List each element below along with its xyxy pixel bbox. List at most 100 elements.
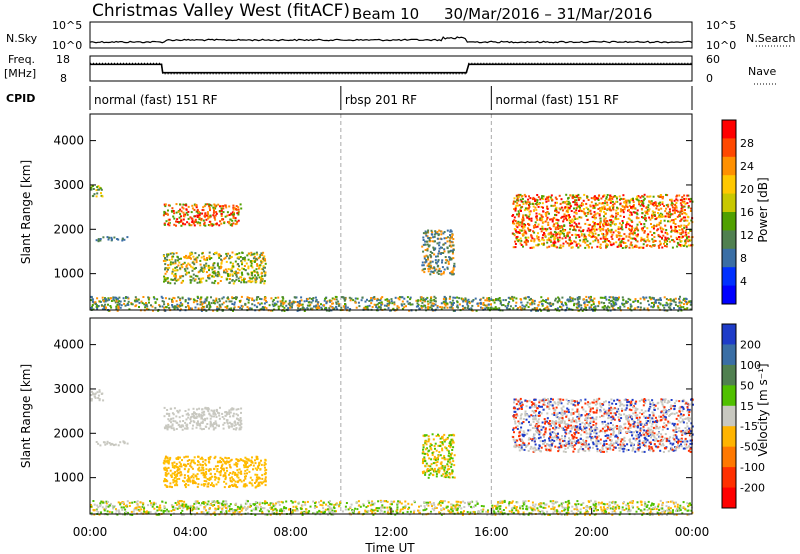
echo-cell (409, 303, 412, 306)
echo-cell (196, 485, 199, 488)
echo-cell (192, 424, 194, 427)
echo-cell (631, 221, 634, 223)
echo-cell (541, 303, 544, 305)
echo-cell (683, 194, 686, 197)
echo-cell (229, 268, 232, 271)
echo-cell (449, 272, 452, 274)
echo-cell (202, 267, 205, 270)
echo-cell (422, 462, 424, 465)
echo-cell (603, 218, 606, 221)
echo-cell (625, 235, 628, 238)
echo-cell (91, 300, 94, 303)
echo-cell (560, 232, 562, 235)
echo-cell (256, 263, 259, 266)
echo-cell (247, 265, 250, 268)
echo-cell (135, 304, 138, 307)
echo-cell (523, 193, 526, 196)
echo-cell (261, 278, 264, 281)
echo-cell (607, 422, 610, 425)
echo-cell (612, 307, 615, 310)
echo-cell (546, 218, 548, 221)
echo-cell (203, 413, 206, 416)
echo-cell (316, 307, 319, 309)
echo-cell (209, 304, 211, 307)
echo-cell (435, 464, 438, 467)
echo-cell (208, 258, 211, 261)
echo-cell (421, 305, 424, 308)
echo-cell (643, 307, 646, 310)
echo-cell (583, 236, 586, 239)
echo-cell (205, 464, 208, 467)
echo-cell (237, 476, 240, 479)
echo-cell (337, 302, 340, 305)
echo-cell (438, 241, 441, 244)
echo-cell (441, 261, 443, 264)
echo-cell (546, 205, 549, 208)
echo-cell (171, 412, 174, 415)
echo-cell (450, 271, 453, 274)
echo-cell (183, 213, 186, 216)
echo-cell (532, 246, 535, 249)
echo-cell (168, 458, 171, 461)
echo-cell (551, 220, 554, 223)
echo-cell (238, 265, 240, 268)
echo-cell (568, 202, 571, 205)
echo-cell (179, 301, 182, 304)
echo-cell (659, 201, 662, 204)
echo-cell (276, 300, 279, 303)
echo-cell (544, 307, 547, 310)
echo-cell (230, 480, 233, 483)
echo-cell (590, 201, 593, 204)
echo-cell (520, 206, 523, 209)
echo-cell (190, 279, 193, 282)
echo-cell (530, 239, 533, 242)
echo-cell (631, 237, 634, 240)
echo-cell (142, 296, 145, 298)
echo-cell (575, 306, 578, 309)
echo-cell (606, 227, 609, 230)
echo-cell (558, 299, 561, 302)
echo-cell (443, 457, 446, 459)
echo-cell (159, 305, 161, 308)
echo-cell (614, 216, 617, 219)
echo-cell (172, 306, 175, 309)
echo-cell (641, 208, 644, 211)
echo-cell (244, 461, 246, 464)
echo-cell (214, 420, 217, 423)
echo-cell (573, 228, 576, 231)
echo-cell (219, 459, 222, 462)
echo-cell (186, 479, 189, 482)
echo-cell (176, 474, 179, 477)
echo-cell (226, 413, 228, 416)
echo-cell (259, 308, 262, 311)
echo-cell (515, 222, 518, 225)
echo-cell (261, 482, 263, 485)
echo-cell (540, 309, 543, 312)
echo-cell (90, 299, 93, 302)
echo-cell (680, 240, 683, 243)
echo-cell (92, 393, 94, 396)
echo-cell (542, 234, 545, 237)
echo-cell (534, 202, 537, 205)
echo-cell (446, 437, 449, 440)
echo-cell (184, 486, 187, 489)
echo-cell (451, 241, 454, 244)
echo-cell (583, 240, 586, 243)
echo-cell (529, 197, 532, 200)
echo-cell (193, 208, 196, 211)
echo-cell (172, 215, 175, 218)
echo-cell (181, 303, 184, 306)
echo-cell (448, 452, 451, 455)
echo-cell (201, 428, 203, 431)
echo-cell (645, 219, 648, 222)
echo-cell (236, 465, 238, 468)
echo-cell (173, 466, 176, 469)
echo-cell (213, 203, 216, 206)
echo-cell (546, 238, 549, 241)
echo-cell (114, 296, 117, 299)
echo-cell (642, 216, 645, 219)
echo-cell (564, 215, 567, 218)
echo-cell (515, 236, 518, 238)
echo-cell (192, 481, 195, 484)
echo-cell (251, 277, 254, 280)
